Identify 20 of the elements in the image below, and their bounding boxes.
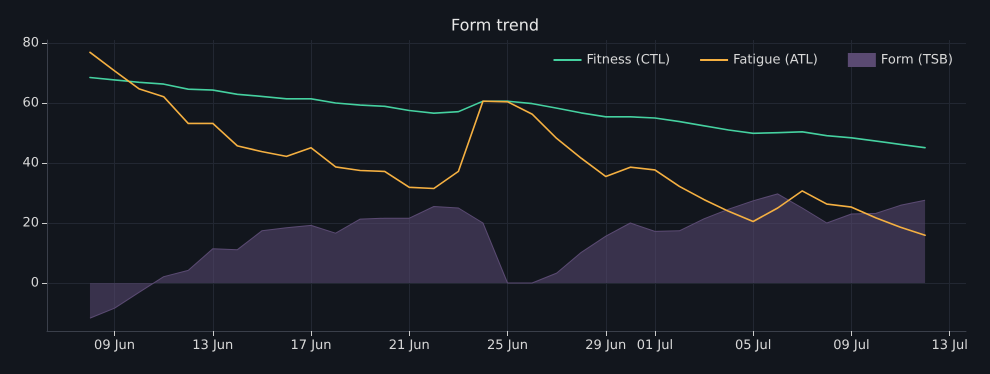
legend-label: Fitness (CTL) [586,52,670,68]
x-tick-label: 09 Jun [94,338,136,353]
y-tick-label: 60 [22,96,39,110]
x-tick-label: 01 Jul [636,338,674,353]
y-tick-label: 40 [22,156,39,170]
x-tick-label: 13 Jul [931,338,968,353]
legend-label: Form (TSB) [880,52,954,68]
x-tick-label: 29 Jun [585,338,626,353]
x-tick-label: 09 Jul [833,338,870,353]
chart-title: Form trend [450,16,540,34]
y-tick-label: 20 [22,216,39,230]
y-tick-label: 80 [22,36,39,50]
x-tick-label: 17 Jun [290,338,332,353]
x-tick-label: 05 Jul [734,338,772,353]
x-tick-label: 21 Jun [388,338,430,353]
x-tick-label: 25 Jun [487,338,528,353]
legend-label: Fatigue (ATL) [733,52,818,68]
y-tick-label: 0 [30,276,39,290]
x-tick-label: 13 Jun [192,338,234,353]
line-series [89,76,926,148]
